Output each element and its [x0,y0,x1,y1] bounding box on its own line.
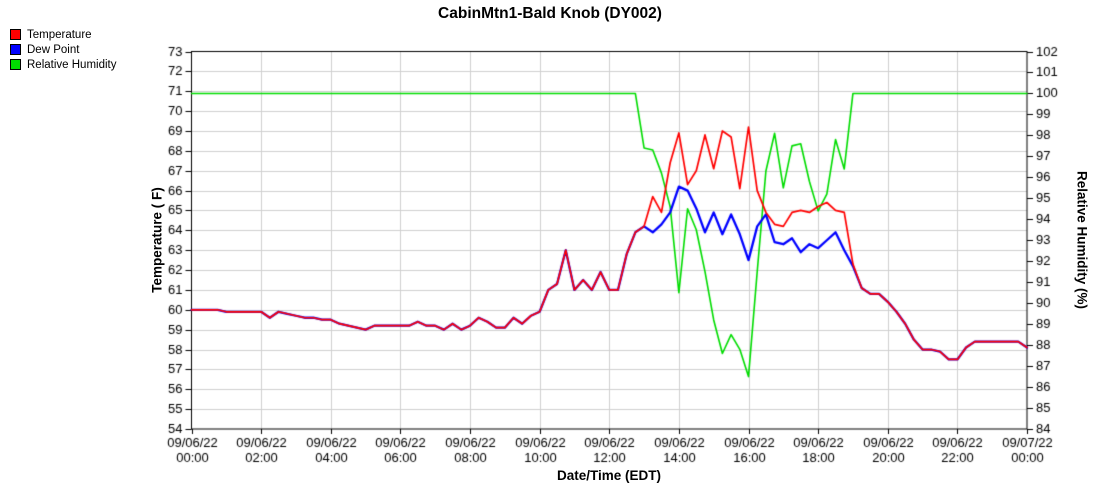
chart-title: CabinMtn1-Bald Knob (DY002) [438,5,662,22]
legend: Temperature Dew Point Relative Humidity [10,27,116,72]
legend-label-relative-humidity: Relative Humidity [27,58,117,71]
legend-item-dew-point: Dew Point [10,42,116,57]
dew-point-swatch-icon [10,44,21,55]
legend-item-temperature: Temperature [10,27,116,42]
legend-label-temperature: Temperature [27,28,92,41]
legend-label-dew-point: Dew Point [27,43,80,56]
legend-item-relative-humidity: Relative Humidity [10,57,116,72]
left-axis-title: Temperature ( F) [149,187,165,293]
x-axis-title: Date/Time (EDT) [556,468,662,483]
temperature-swatch-icon [10,29,21,40]
relative-humidity-swatch-icon [10,59,21,70]
right-axis-title: Relative Humidity (%) [1074,170,1090,310]
